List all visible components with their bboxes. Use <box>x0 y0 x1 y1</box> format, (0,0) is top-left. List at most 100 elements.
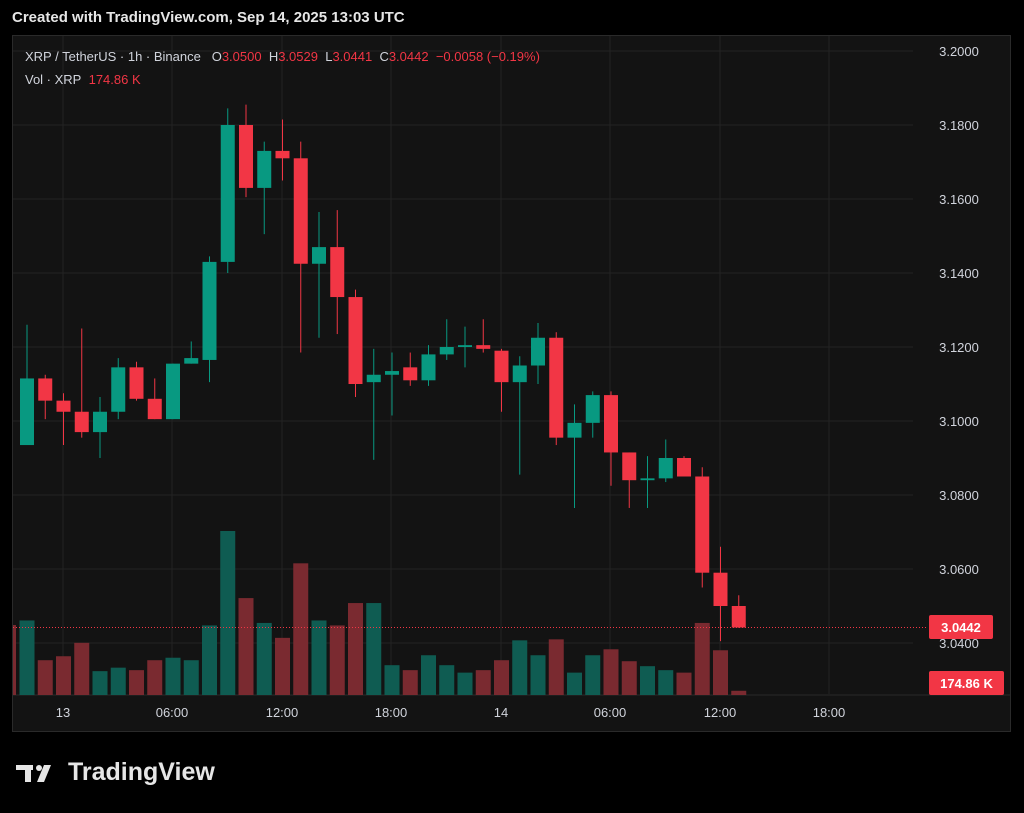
x-tick-label: 12:00 <box>704 705 737 720</box>
legend-open-label: O <box>211 49 222 64</box>
y-tick-label: 3.0600 <box>939 562 979 577</box>
candle-body <box>677 458 691 477</box>
volume-label: Vol · XRP <box>25 72 82 87</box>
candle-body <box>166 363 180 420</box>
chart-svg[interactable]: 3.2000 3.1800 3.1600 3.1400 3.1200 3.1000 3.08… <box>13 36 1010 731</box>
y-tick-label: 3.2000 <box>939 44 979 59</box>
candle-body <box>567 422 582 438</box>
candle-body <box>512 365 527 383</box>
volume-bar <box>567 672 582 695</box>
y-tick-label: 3.1400 <box>939 266 979 281</box>
volume-bar <box>713 650 728 695</box>
legend-symbol[interactable]: XRP / TetherUS · 1h · Binance <box>25 49 201 64</box>
chart-panel[interactable]: 3.2000 3.1800 3.1600 3.1400 3.1200 3.1000 3.08… <box>12 35 1011 732</box>
x-tick-label: 06:00 <box>156 705 189 720</box>
candle-body <box>622 452 637 481</box>
candle-body <box>111 367 126 412</box>
volume-bar <box>530 655 546 695</box>
candle-body <box>129 367 144 399</box>
candle-body <box>640 478 655 481</box>
volume-bar <box>512 640 528 695</box>
candle-body <box>658 458 673 479</box>
volume-bar <box>603 649 619 695</box>
volume-bar <box>56 656 71 695</box>
candle-body <box>202 261 217 360</box>
candle-body <box>239 125 253 188</box>
candle-body <box>458 345 472 347</box>
legend-high-value: 3.0529 <box>278 49 318 64</box>
legend-low-label: L <box>325 49 333 64</box>
legend-open-value: 3.0500 <box>221 49 262 64</box>
volume-bar-partial <box>13 625 16 695</box>
legend-low-value: 3.0441 <box>332 49 373 64</box>
candle-body <box>20 378 34 446</box>
volume-bar <box>658 670 674 695</box>
volume-bar <box>676 672 692 695</box>
volume-bar <box>92 671 108 695</box>
y-tick-label: 3.1600 <box>939 192 979 207</box>
x-tick-label: 14 <box>494 705 508 720</box>
candle-body <box>56 400 71 412</box>
candle-body <box>220 125 235 262</box>
volume-bar <box>366 603 382 695</box>
volume-bar <box>238 598 254 695</box>
volume-bar <box>457 672 473 695</box>
legend-close-value: 3.0442 <box>388 49 429 64</box>
candle-body <box>494 350 509 383</box>
footer-brand-text: TradingView <box>68 758 215 786</box>
candle-body <box>74 411 89 433</box>
candle-body <box>348 297 363 384</box>
candle-body <box>476 345 491 349</box>
volume-bar <box>585 655 601 695</box>
volume-bar <box>694 622 710 695</box>
y-tick-label: 3.0400 <box>939 636 979 651</box>
volume-bar <box>256 622 272 695</box>
volume-bar <box>348 603 363 695</box>
last-price-tag: 3.0442 <box>929 615 993 639</box>
volume-bar <box>311 620 327 695</box>
volume-bar <box>74 642 90 695</box>
volume-bar <box>275 637 290 695</box>
volume-bar <box>439 665 455 695</box>
volume-bar <box>202 625 217 695</box>
volume-bar <box>548 639 564 695</box>
volume-bar <box>621 661 637 695</box>
last-volume-tag: 174.86 K <box>929 671 1004 695</box>
y-tick-label: 3.1000 <box>939 414 979 429</box>
volume-legend: Vol · XRP 174.86 K <box>25 72 141 87</box>
candle-body <box>366 374 381 383</box>
candle-body <box>275 150 290 159</box>
x-tick-label: 13 <box>56 705 70 720</box>
x-tick-label: 18:00 <box>813 705 846 720</box>
legend-high-label: H <box>268 49 279 64</box>
candle-body <box>293 158 308 264</box>
volume-bar <box>293 563 309 695</box>
footer-brand[interactable]: TradingView <box>16 758 215 787</box>
x-tick-label: 06:00 <box>594 705 627 720</box>
x-tick-label: 18:00 <box>375 705 408 720</box>
volume-bar <box>220 531 236 695</box>
candle-body <box>585 395 600 423</box>
y-tick-label: 3.1800 <box>939 118 979 133</box>
volume-bar <box>19 620 35 695</box>
x-tick-label: 12:00 <box>266 705 299 720</box>
volume-bar <box>329 625 345 695</box>
volume-bar <box>37 660 53 695</box>
volume-bar <box>165 657 181 695</box>
volume-value: 174.86 K <box>88 72 141 87</box>
volume-bar <box>640 666 655 695</box>
volume-bar <box>731 690 747 695</box>
y-tick-label: 3.1200 <box>939 340 979 355</box>
candle-body <box>421 354 436 381</box>
tradingview-logo-icon <box>16 762 60 784</box>
chart-legend: XRP / TetherUS · 1h · Binance O3.0500 H3… <box>25 49 540 64</box>
candle-body <box>147 398 162 420</box>
candle-body <box>93 411 107 433</box>
volume-bar <box>475 670 491 695</box>
legend-close-label: C <box>379 49 389 64</box>
candle-body <box>330 247 345 298</box>
y-tick-label: 3.0800 <box>939 488 979 503</box>
candle-body <box>403 367 418 381</box>
volume-bar <box>183 660 199 695</box>
volume-bar <box>384 665 400 695</box>
